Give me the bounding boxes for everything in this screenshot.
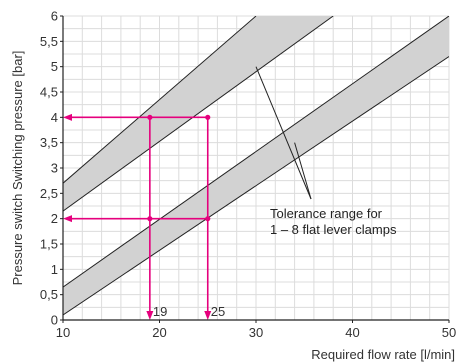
- guide-arrow-flow-high-head: [204, 311, 212, 320]
- x-axis-title: Required flow rate [l/min]: [311, 347, 455, 362]
- flow-marker-labels: 19 25: [153, 304, 225, 319]
- guide-arrow-pressure-bottom-head: [63, 215, 72, 223]
- intersection-point: [147, 216, 153, 222]
- y-tick-label: 5,5: [40, 34, 58, 49]
- intersection-point: [205, 216, 211, 222]
- guide-arrow-flow-low-head: [146, 311, 154, 320]
- y-tick-label: 1: [51, 262, 58, 277]
- band-2-upper-line: [63, 16, 449, 288]
- band-2-lower-line: [63, 56, 449, 316]
- annotation-pointer-line: [255, 66, 312, 200]
- tolerance-annotation: Tolerance range for 1 – 8 flat lever clam…: [255, 66, 397, 237]
- tolerance-band-2: [63, 16, 449, 315]
- example-guides: [63, 113, 212, 320]
- intersection-point: [205, 114, 211, 120]
- annotation-text: Tolerance range for 1 – 8 flat lever clam…: [270, 206, 397, 237]
- x-tick-labels: 10 20 30 40 50: [56, 320, 456, 340]
- y-tick-label: 3: [51, 161, 58, 176]
- grid: [62, 15, 450, 321]
- y-tick-label: 1,5: [40, 237, 58, 252]
- band-1-lower-line: [63, 16, 334, 212]
- y-tick-label: 4: [51, 110, 58, 125]
- y-tick-label: 3,5: [40, 135, 58, 150]
- flow-marker-label: 19: [153, 304, 167, 319]
- x-tick-label: 50: [442, 325, 456, 340]
- y-tick-label: 4,5: [40, 85, 58, 100]
- annotation-pointer-line: [294, 142, 312, 200]
- x-tick-label: 30: [249, 325, 263, 340]
- x-tick-label: 20: [152, 325, 166, 340]
- y-tick-label: 2,5: [40, 186, 58, 201]
- y-tick-label: 0,5: [40, 287, 58, 302]
- y-tick-label: 6: [51, 9, 58, 24]
- annotation-line: Tolerance range for: [270, 206, 383, 221]
- y-axis-title: Pressure switch Switching pressure [bar]: [10, 51, 25, 286]
- guide-arrow-pressure-top-head: [63, 113, 72, 121]
- x-tick-label: 40: [345, 325, 359, 340]
- flow-marker-label: 25: [211, 304, 225, 319]
- intersection-point: [147, 114, 153, 120]
- annotation-line: 1 – 8 flat lever clamps: [270, 222, 397, 237]
- band-1-upper-line: [63, 16, 257, 184]
- y-tick-labels: 0 0,5 1 1,5 2 2,5 3 3,5 4 4,5 5 5,5 6: [40, 9, 63, 328]
- y-tick-label: 0: [51, 313, 58, 328]
- tolerance-bands: [63, 16, 449, 316]
- y-tick-label: 2: [51, 211, 58, 226]
- y-tick-label: 5: [51, 59, 58, 74]
- x-tick-label: 10: [56, 325, 70, 340]
